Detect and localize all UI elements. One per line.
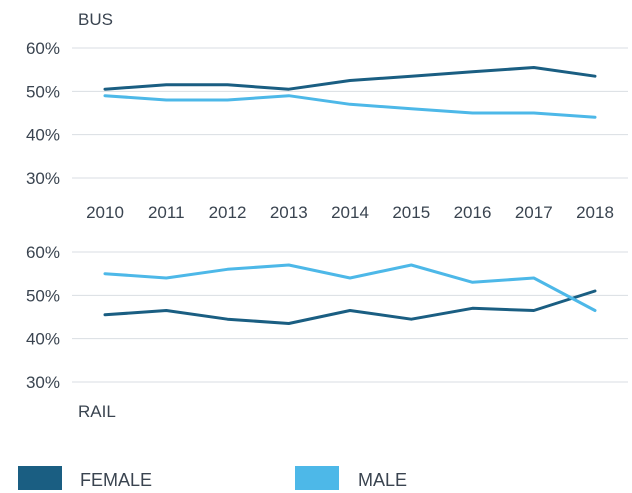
bus-series-female-line [103, 66, 597, 91]
rail-series-female-line [103, 289, 597, 325]
rail-panel: 60% 50% 40% 30% RAIL [26, 243, 628, 421]
legend-label-male: MALE [358, 470, 407, 490]
legend-swatch-female [18, 466, 62, 490]
bus-x-tick-label: 2017 [515, 203, 553, 222]
bus-panel-title: BUS [78, 10, 113, 29]
bus-x-tick-label: 2016 [454, 203, 492, 222]
bus-x-tick-label: 2014 [331, 203, 369, 222]
bus-panel: 60% 50% 40% 30% BUS 2010 2011 2012 2013 2014 2015 2… [26, 10, 628, 222]
bus-x-tick-label: 2015 [392, 203, 430, 222]
legend-swatch-male [295, 466, 339, 490]
bus-y-tick-label: 30% [26, 169, 60, 188]
rail-y-tick-label: 30% [26, 373, 60, 392]
legend-label-female: FEMALE [80, 470, 152, 490]
bus-x-tick-label: 2011 [148, 203, 185, 222]
bus-x-tick-label: 2013 [270, 203, 308, 222]
bus-x-tick-label: 2012 [209, 203, 247, 222]
rail-y-tick-label: 60% [26, 243, 60, 262]
bus-y-tick-label: 50% [26, 82, 60, 101]
rail-series-male-line [103, 263, 597, 312]
rail-y-tick-label: 50% [26, 286, 60, 305]
bus-y-tick-label: 60% [26, 39, 60, 58]
bus-y-tick-label: 40% [26, 126, 60, 145]
bus-series-male-line [103, 94, 597, 119]
bus-x-tick-label: 2018 [576, 203, 614, 222]
rail-panel-title: RAIL [78, 402, 116, 421]
legend: FEMALE MALE [18, 466, 407, 490]
bus-x-tick-label: 2010 [86, 203, 124, 222]
rail-y-tick-label: 40% [26, 330, 60, 349]
